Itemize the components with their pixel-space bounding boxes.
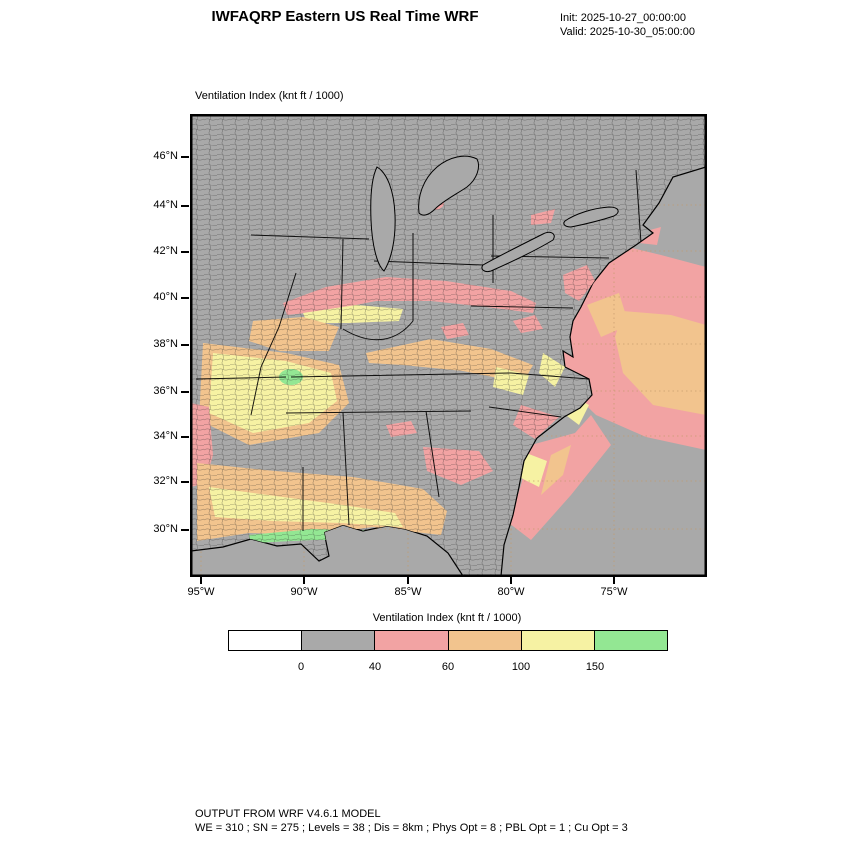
legend-tick-label: 40: [368, 661, 382, 673]
great-lakes: [370, 155, 619, 272]
map-canvas: [190, 114, 707, 577]
x-tickmark: [407, 577, 409, 584]
legend-tick-label: 0: [297, 661, 305, 673]
y-tickmark: [181, 529, 189, 531]
legend-swatch-lt0: [229, 631, 302, 650]
page-title: IWFAQRP Eastern US Real Time WRF: [211, 8, 479, 25]
y-tickmark: [181, 251, 189, 253]
model-output-line: OUTPUT FROM WRF V4.6.1 MODEL: [195, 808, 381, 820]
init-time-label: Init: 2025-10-27_00:00:00: [560, 12, 686, 24]
y-axis-label: 46°N: [153, 150, 178, 162]
legend-swatch-40-60: [374, 631, 448, 650]
valid-time-label: Valid: 2025-10-30_05:00:00: [560, 26, 695, 38]
x-axis-label: 80°W: [497, 586, 525, 598]
legend-swatch-100-150: [520, 631, 594, 650]
y-axis-label: 36°N: [153, 385, 178, 397]
y-tickmark: [181, 436, 189, 438]
legend-colorbar: [228, 630, 668, 651]
model-config-line: WE = 310 ; SN = 275 ; Levels = 38 ; Dis …: [195, 822, 628, 834]
x-axis-label: 95°W: [187, 586, 215, 598]
legend-swatch-gt150: [593, 631, 668, 650]
y-axis-label: 38°N: [153, 338, 178, 350]
y-tickmark: [181, 391, 189, 393]
legend-tick-label: 100: [511, 661, 531, 673]
legend-swatch-0-40: [301, 631, 375, 650]
y-tickmark: [181, 481, 189, 483]
y-axis-label: 34°N: [153, 430, 178, 442]
state-boundaries: [195, 169, 642, 531]
x-tickmark: [510, 577, 512, 584]
y-axis-label: 42°N: [153, 245, 178, 257]
y-tickmark: [181, 205, 189, 207]
ventilation-index-map: [191, 115, 706, 576]
y-axis-label: 30°N: [153, 523, 178, 535]
field-label: Ventilation Index (knt ft / 1000): [195, 90, 344, 102]
x-axis-label: 90°W: [290, 586, 318, 598]
x-tickmark: [303, 577, 305, 584]
y-tickmark: [181, 344, 189, 346]
y-axis-label: 40°N: [153, 291, 178, 303]
y-axis-label: 32°N: [153, 475, 178, 487]
legend-tick-label: 60: [441, 661, 455, 673]
x-axis-label: 75°W: [600, 586, 628, 598]
y-tickmark: [181, 156, 189, 158]
y-tickmark: [181, 297, 189, 299]
y-axis-label: 44°N: [153, 199, 178, 211]
legend-title: Ventilation Index (knt ft / 1000): [372, 612, 522, 624]
legend-swatch-60-100: [447, 631, 521, 650]
x-tickmark: [200, 577, 202, 584]
x-axis-label: 85°W: [394, 586, 422, 598]
legend-tick-label: 150: [585, 661, 605, 673]
map-frame: [191, 115, 706, 576]
x-tickmark: [613, 577, 615, 584]
